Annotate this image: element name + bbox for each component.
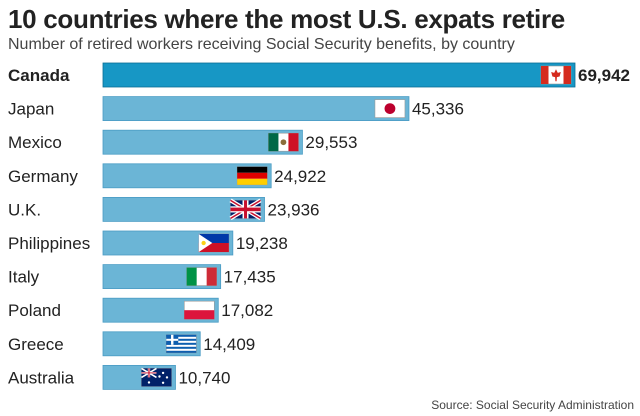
bar-row-canada: Canada 69,942 [8,62,630,88]
bar-row-germany: Germany 24,922 [8,163,326,189]
category-label: Italy [8,268,40,287]
japan-flag-icon [374,99,406,118]
value-label: 69,942 [578,66,630,85]
value-label: 29,553 [305,133,357,152]
value-label: 14,409 [203,335,255,354]
italy-flag-icon [186,267,217,286]
category-label: Philippines [8,234,90,253]
category-label: Mexico [8,133,62,152]
greece-flag-icon [165,334,197,354]
chart-subtitle: Number of retired workers receiving Soci… [8,36,515,53]
bar-row-greece: Greece 14,409 [8,331,255,357]
category-label: Poland [8,301,61,320]
chart-title: 10 countries where the most U.S. expats … [8,4,565,34]
value-label: 23,936 [268,200,320,219]
category-label: Canada [8,66,70,85]
bar-row-u-k-: U.K. 23,936 [8,196,320,222]
category-label: Germany [8,167,78,186]
australia-flag-icon [141,367,172,387]
category-label: Japan [8,100,54,119]
value-label: 17,082 [221,301,273,320]
category-label: Australia [8,368,75,387]
bar-row-mexico: Mexico 29,553 [8,129,357,155]
bar-row-australia: Australia 10,740 [8,364,230,390]
value-label: 24,922 [274,167,326,186]
chart-source: Source: Social Security Administration [431,398,634,412]
germany-flag-icon [236,166,268,186]
category-label: Greece [8,335,64,354]
category-label: U.K. [8,200,41,219]
bar-row-italy: Italy 17,435 [8,264,276,290]
bar-row-philippines: Philippines 19,238 [8,230,288,256]
value-label: 17,435 [224,268,276,287]
bar [102,62,576,88]
poland-flag-icon [183,300,215,320]
value-label: 45,336 [412,100,464,119]
value-label: 10,740 [178,368,230,387]
canada-flag-icon [540,65,572,85]
value-label: 19,238 [236,234,288,253]
bar-row-japan: Japan 45,336 [8,96,464,121]
bar-row-poland: Poland 17,082 [8,297,273,323]
bar [102,96,410,121]
mexico-flag-icon [268,132,299,152]
philippines-flag-icon [198,233,230,253]
uk-flag-icon [229,198,262,221]
